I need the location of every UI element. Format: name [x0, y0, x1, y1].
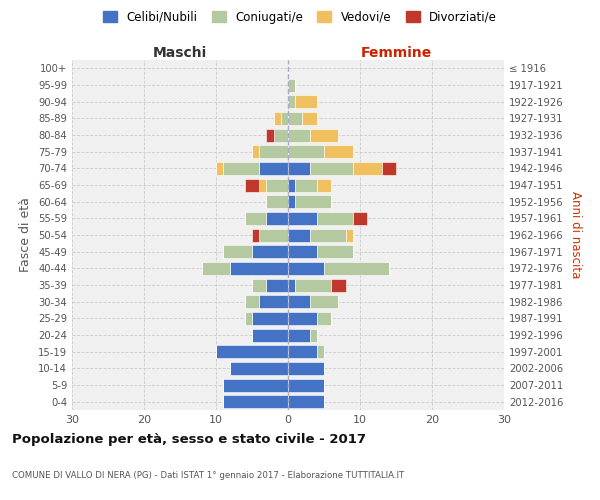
- Bar: [288, 145, 324, 158]
- Bar: [252, 228, 259, 241]
- Bar: [274, 128, 288, 141]
- Bar: [317, 312, 331, 325]
- Bar: [295, 95, 317, 108]
- Bar: [324, 262, 389, 275]
- Bar: [259, 228, 288, 241]
- Bar: [317, 212, 353, 225]
- Bar: [353, 162, 382, 175]
- Bar: [252, 312, 288, 325]
- Bar: [223, 395, 288, 408]
- Bar: [259, 145, 288, 158]
- Bar: [331, 278, 346, 291]
- Y-axis label: Fasce di età: Fasce di età: [19, 198, 32, 272]
- Bar: [310, 328, 317, 342]
- Bar: [317, 178, 331, 192]
- Bar: [252, 328, 288, 342]
- Bar: [288, 228, 310, 241]
- Bar: [288, 278, 295, 291]
- Bar: [324, 145, 353, 158]
- Bar: [252, 145, 259, 158]
- Bar: [288, 95, 295, 108]
- Bar: [288, 295, 310, 308]
- Bar: [252, 278, 266, 291]
- Legend: Celibi/Nubili, Coniugati/e, Vedovi/e, Divorziati/e: Celibi/Nubili, Coniugati/e, Vedovi/e, Di…: [98, 6, 502, 28]
- Bar: [288, 112, 302, 125]
- Bar: [353, 212, 367, 225]
- Bar: [259, 162, 288, 175]
- Bar: [288, 362, 324, 375]
- Bar: [310, 228, 346, 241]
- Bar: [202, 262, 230, 275]
- Bar: [266, 195, 288, 208]
- Bar: [288, 395, 324, 408]
- Bar: [274, 112, 281, 125]
- Bar: [259, 178, 266, 192]
- Bar: [245, 295, 259, 308]
- Bar: [252, 245, 288, 258]
- Bar: [216, 345, 288, 358]
- Bar: [230, 262, 288, 275]
- Bar: [288, 312, 317, 325]
- Bar: [295, 278, 331, 291]
- Bar: [266, 178, 288, 192]
- Bar: [288, 195, 295, 208]
- Bar: [223, 378, 288, 392]
- Bar: [288, 162, 310, 175]
- Bar: [288, 345, 317, 358]
- Bar: [288, 128, 310, 141]
- Bar: [346, 228, 353, 241]
- Bar: [317, 345, 324, 358]
- Bar: [382, 162, 396, 175]
- Bar: [245, 312, 252, 325]
- Bar: [288, 262, 324, 275]
- Bar: [245, 212, 266, 225]
- Bar: [281, 112, 288, 125]
- Bar: [223, 162, 259, 175]
- Text: Femmine: Femmine: [361, 46, 431, 60]
- Y-axis label: Anni di nascita: Anni di nascita: [569, 192, 582, 278]
- Bar: [295, 178, 317, 192]
- Bar: [216, 162, 223, 175]
- Bar: [288, 78, 295, 92]
- Bar: [310, 162, 353, 175]
- Bar: [266, 128, 274, 141]
- Bar: [223, 245, 252, 258]
- Text: Maschi: Maschi: [153, 46, 207, 60]
- Bar: [288, 378, 324, 392]
- Bar: [288, 245, 317, 258]
- Bar: [310, 128, 338, 141]
- Bar: [295, 195, 331, 208]
- Bar: [302, 112, 317, 125]
- Bar: [259, 295, 288, 308]
- Bar: [245, 178, 259, 192]
- Bar: [310, 295, 338, 308]
- Text: COMUNE DI VALLO DI NERA (PG) - Dati ISTAT 1° gennaio 2017 - Elaborazione TUTTITA: COMUNE DI VALLO DI NERA (PG) - Dati ISTA…: [12, 470, 404, 480]
- Bar: [288, 178, 295, 192]
- Text: Popolazione per età, sesso e stato civile - 2017: Popolazione per età, sesso e stato civil…: [12, 432, 366, 446]
- Bar: [288, 212, 317, 225]
- Bar: [266, 212, 288, 225]
- Bar: [317, 245, 353, 258]
- Bar: [266, 278, 288, 291]
- Bar: [288, 328, 310, 342]
- Bar: [230, 362, 288, 375]
